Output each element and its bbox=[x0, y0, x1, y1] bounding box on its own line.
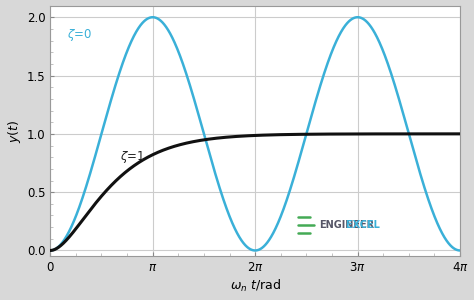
Text: $\zeta$=0: $\zeta$=0 bbox=[67, 27, 92, 43]
Text: EXCEL: EXCEL bbox=[319, 220, 380, 230]
Text: ENGINEER: ENGINEER bbox=[319, 220, 374, 230]
Text: $\zeta$=1: $\zeta$=1 bbox=[120, 148, 145, 164]
Y-axis label: $y(t)$: $y(t)$ bbox=[6, 119, 23, 142]
X-axis label: $\omega_n\ t$/rad: $\omega_n\ t$/rad bbox=[229, 278, 281, 294]
